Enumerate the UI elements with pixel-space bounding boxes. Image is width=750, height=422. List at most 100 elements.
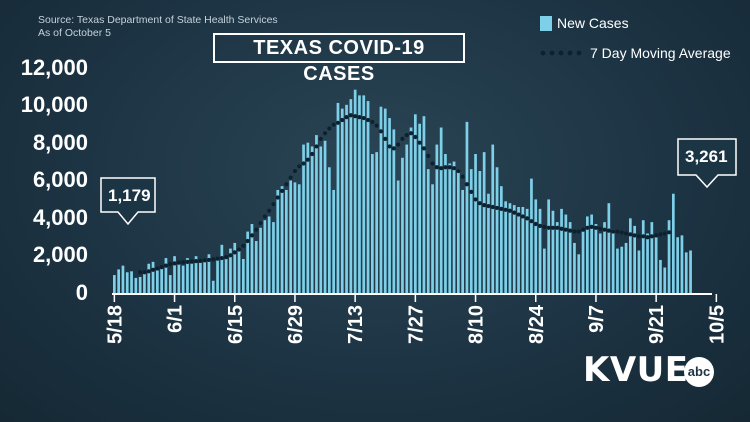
moving-average-point (305, 157, 310, 162)
bar-new-cases (422, 116, 426, 295)
y-tick-label: 4,000 (32, 205, 88, 230)
date-note: As of October 5 (38, 27, 111, 39)
moving-average-point (314, 144, 319, 149)
bar-new-cases (452, 161, 456, 294)
x-tick-label: 6/29 (285, 305, 307, 344)
bar-new-cases (607, 203, 611, 294)
x-tick-label: 10/5 (706, 305, 728, 344)
bar-new-cases (448, 163, 452, 294)
bar-new-cases (474, 154, 477, 294)
moving-average-point (563, 227, 568, 232)
moving-average-point (331, 122, 336, 127)
moving-average-point (555, 225, 560, 230)
moving-average-point (408, 131, 414, 136)
bar-new-cases (306, 142, 310, 294)
bar-new-cases (319, 146, 323, 294)
moving-average-point (507, 208, 513, 213)
bar-new-cases (568, 222, 572, 294)
moving-average-point (292, 168, 298, 174)
bar-new-cases (521, 206, 525, 294)
moving-average-point (327, 126, 332, 131)
moving-average-point (267, 208, 272, 213)
bar-new-cases (358, 95, 361, 295)
moving-average-point (486, 203, 491, 209)
bar-new-cases (272, 222, 275, 294)
bar-new-cases (203, 260, 206, 294)
bar-new-cases (624, 242, 628, 294)
bar-new-cases (461, 189, 464, 294)
bar-new-cases (138, 276, 142, 294)
moving-average-point (494, 205, 500, 211)
moving-average-point (228, 253, 233, 258)
moving-average-point (421, 146, 427, 151)
bar-new-cases (237, 250, 241, 294)
bar-new-cases (194, 256, 198, 294)
bar-new-cases (650, 222, 654, 294)
moving-average-point (378, 129, 384, 134)
bar-new-cases (297, 184, 301, 294)
bar-new-cases (491, 144, 495, 294)
bars-group (113, 89, 692, 295)
moving-average-point (383, 136, 388, 141)
bar-new-cases (581, 231, 585, 294)
x-tick-label: 5/18 (104, 305, 126, 344)
moving-average-point (615, 229, 620, 234)
bar-new-cases (577, 254, 581, 294)
bar-new-cases (495, 167, 499, 294)
callout-arrows (100, 138, 737, 226)
moving-average-point (641, 234, 646, 239)
moving-average-point (219, 255, 224, 261)
bar-new-cases (680, 235, 684, 294)
moving-average-point (443, 165, 448, 170)
callout-start-value: 1,179 (108, 186, 151, 205)
moving-average-point (568, 228, 573, 233)
moving-average-point (460, 174, 465, 179)
bar-new-cases (125, 272, 129, 294)
bar-new-cases (345, 104, 348, 294)
moving-average-point (232, 250, 237, 255)
moving-average-point (602, 227, 607, 232)
moving-average-point (206, 257, 212, 263)
moving-average-point (370, 119, 375, 124)
bar-new-cases (637, 250, 641, 294)
moving-average-point (611, 229, 616, 234)
moving-average-point (193, 258, 199, 264)
moving-average-point (598, 226, 603, 231)
bar-new-cases (233, 242, 237, 294)
moving-average-point (529, 219, 534, 224)
bar-new-cases (689, 250, 692, 294)
moving-average-point (262, 214, 267, 219)
moving-average-point (176, 260, 181, 265)
bar-new-cases (310, 146, 314, 294)
bar-new-cases (181, 265, 185, 295)
bar-new-cases (168, 275, 172, 294)
moving-average-point (473, 197, 478, 202)
bar-new-cases (598, 233, 602, 294)
bar-new-cases (220, 244, 224, 294)
moving-average-point (142, 270, 147, 275)
bar-new-cases (646, 233, 649, 294)
x-tick-label: 7/27 (405, 305, 427, 344)
moving-average-point (503, 207, 508, 212)
bar-new-cases (401, 157, 404, 294)
moving-average-point (400, 136, 405, 141)
bar-new-cases (482, 152, 486, 295)
bar-new-cases (156, 270, 159, 294)
moving-average-point (464, 182, 470, 187)
bar-new-cases (186, 258, 189, 294)
moving-average-point (211, 257, 216, 262)
moving-average-point (189, 259, 194, 264)
bar-new-cases (611, 229, 615, 294)
moving-average-point (284, 182, 289, 187)
bar-new-cases (435, 144, 439, 294)
bar-new-cases (259, 227, 262, 294)
moving-average-point (451, 166, 457, 171)
moving-average-point (258, 220, 263, 226)
moving-average-point (245, 238, 250, 244)
moving-average-point (525, 216, 530, 221)
moving-average-point (585, 225, 590, 230)
moving-average-point (361, 115, 366, 121)
bar-new-cases (534, 199, 538, 294)
moving-average-point (520, 214, 525, 219)
bar-new-cases (465, 121, 469, 294)
